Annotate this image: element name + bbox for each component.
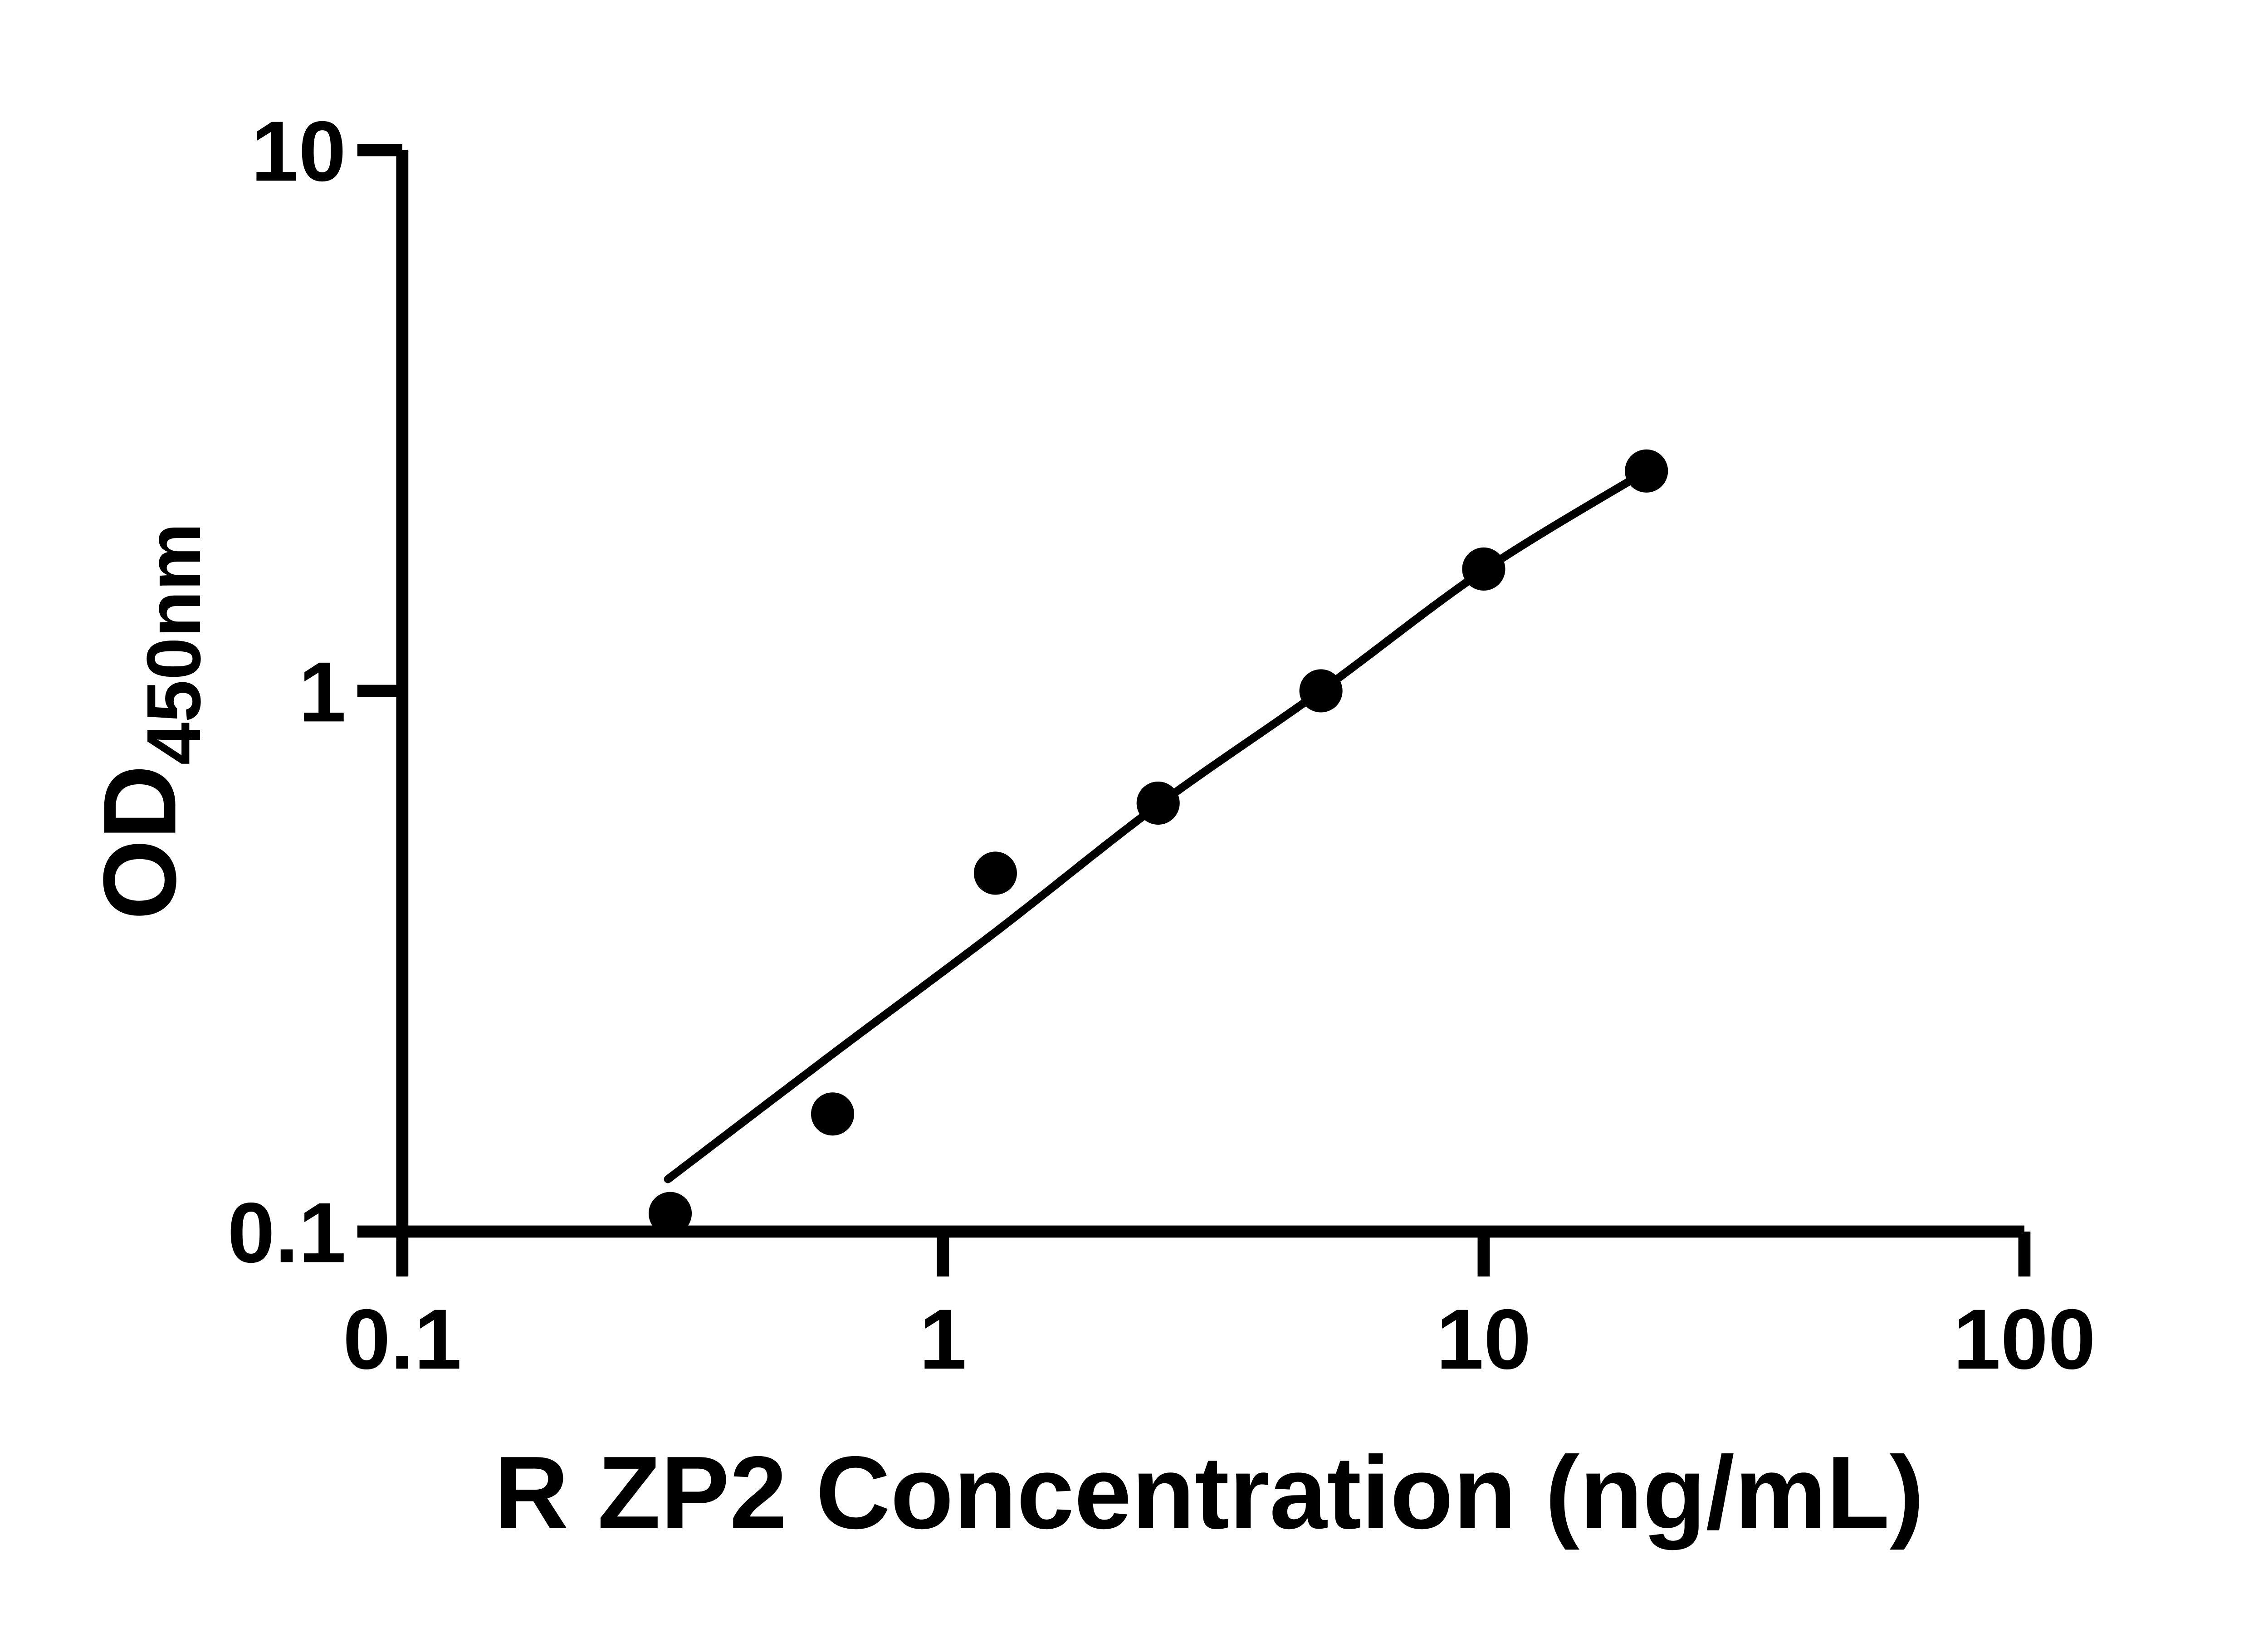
y-axis-title-main: OD — [82, 765, 197, 920]
data-point-marker — [1462, 547, 1505, 591]
axes-spine — [396, 150, 2024, 1238]
plot-area: 10 1 0.1 0.1 1 10 100 — [227, 103, 2096, 1387]
y-axis-title: OD450nm — [82, 523, 216, 920]
y-axis-title-subscript: 450nm — [131, 523, 216, 765]
data-point-marker — [1299, 669, 1343, 713]
y-axis-tick-label: 0.1 — [227, 1185, 346, 1280]
x-axis-tick-label: 0.1 — [343, 1291, 462, 1387]
y-axis-tick-label: 1 — [298, 644, 346, 739]
x-axis-tick-label: 10 — [1436, 1291, 1531, 1387]
x-axis-tick-label: 1 — [919, 1291, 967, 1387]
y-axis-tick-label: 10 — [251, 103, 346, 199]
x-axis-tick-label: 100 — [1953, 1291, 2096, 1387]
data-point-marker — [1625, 449, 1668, 493]
x-axis-title: R ZP2 Concentration (ng/mL) — [494, 1435, 1924, 1550]
data-point-marker — [811, 1092, 855, 1136]
data-point-marker — [648, 1192, 692, 1235]
data-point-marker — [973, 851, 1017, 895]
data-point-marker — [1136, 781, 1180, 825]
